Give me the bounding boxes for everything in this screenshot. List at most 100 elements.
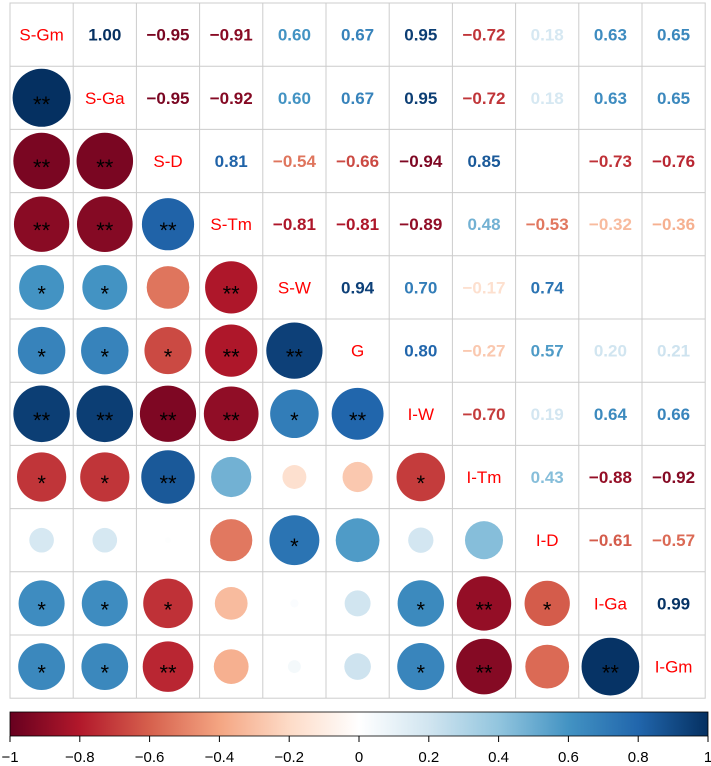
- correlation-value-label: 0.67: [341, 89, 374, 108]
- correlation-value-label: 0.20: [594, 342, 627, 361]
- correlation-circle: [211, 456, 252, 498]
- correlation-circle: [524, 580, 570, 627]
- correlation-circle: [210, 519, 253, 562]
- correlation-circle: [76, 196, 133, 253]
- correlation-value-label: −0.81: [336, 215, 379, 234]
- variable-label: G: [351, 342, 364, 361]
- correlation-circle: [80, 452, 130, 502]
- variable-label: I-W: [408, 405, 434, 424]
- correlation-circle: [17, 326, 66, 375]
- correlation-value-label: 0.94: [341, 278, 375, 297]
- correlation-circle: [456, 638, 512, 695]
- significance-mark: **: [33, 408, 51, 433]
- correlation-value-label: 0.81: [215, 152, 248, 171]
- correlation-value-label: −0.95: [146, 26, 189, 45]
- correlation-value-label: −0.89: [399, 215, 442, 234]
- correlation-circle: [396, 452, 446, 502]
- correlation-value-label: 0.66: [657, 405, 690, 424]
- correlation-circle: [525, 644, 570, 689]
- correlation-value-label: 0.95: [404, 89, 437, 108]
- significance-mark: *: [37, 281, 46, 306]
- significance-mark: **: [159, 408, 177, 433]
- correlation-circle: [335, 518, 380, 563]
- colorbar-gradient: [9, 711, 709, 737]
- correlation-circle: [82, 264, 128, 310]
- correlation-circle: [287, 660, 301, 674]
- colorbar: −1 −0.8 −0.6 −0.4 −0.2 0 0.2 0.4 0.6 0.8 1: [1, 711, 711, 766]
- significance-mark: **: [223, 408, 241, 433]
- significance-mark: **: [33, 155, 51, 180]
- correlation-circle: [141, 198, 195, 251]
- significance-mark: **: [96, 218, 114, 243]
- correlation-value-label: 0.18: [531, 89, 564, 108]
- correlation-circle: [213, 649, 249, 684]
- correlation-circle: [205, 261, 258, 314]
- correlation-circle: [146, 266, 190, 309]
- correlation-circle: [205, 324, 258, 377]
- correlation-value-label: 0.74: [531, 278, 565, 297]
- correlation-circle: [19, 264, 65, 310]
- matrix-cells: S-Gm 1.00 −0.95 −0.91 0.60 0.67 0.95 −0.72 0.18 0…: [12, 26, 695, 696]
- colorbar-tick-label: 0.4: [488, 749, 509, 766]
- significance-mark: *: [37, 661, 46, 686]
- correlation-circle: [290, 599, 299, 608]
- correlation-value-label: 0.21: [657, 342, 690, 361]
- correlation-circle: [18, 643, 65, 690]
- significance-mark: **: [223, 345, 241, 370]
- variable-label: S-Tm: [210, 215, 252, 234]
- correlation-circle: [456, 576, 512, 631]
- correlation-circle: [143, 578, 193, 629]
- correlation-circle: [29, 527, 54, 553]
- correlation-circle: [76, 385, 134, 443]
- correlation-circle: [13, 196, 70, 252]
- colorbar-tick-label: −0.4: [205, 749, 235, 766]
- variable-label: I-Tm: [467, 468, 502, 487]
- correlation-value-label: 0.80: [404, 342, 437, 361]
- correlation-value-label: 0.57: [531, 342, 564, 361]
- correlation-value-label: 0.67: [341, 26, 374, 45]
- correlation-circle: [16, 452, 67, 502]
- correlation-value-label: 0.99: [657, 594, 690, 613]
- correlation-value-label: −0.91: [210, 26, 253, 45]
- significance-mark: *: [101, 597, 110, 622]
- correlation-circle: [139, 385, 197, 442]
- significance-mark: **: [33, 92, 51, 117]
- significance-mark: *: [101, 345, 110, 370]
- significance-mark: **: [159, 471, 177, 496]
- correlation-circle: [344, 653, 371, 680]
- correlation-value-label: −0.94: [399, 152, 443, 171]
- significance-mark: **: [33, 218, 51, 243]
- correlation-circle: [142, 641, 194, 692]
- correlation-value-label: −0.92: [210, 89, 253, 108]
- correlation-value-label: −0.72: [462, 89, 505, 108]
- correlation-circle: [13, 385, 70, 443]
- significance-mark: **: [475, 597, 493, 622]
- significance-mark: *: [101, 281, 110, 306]
- significance-mark: **: [223, 281, 241, 306]
- correlation-value-label: −0.73: [589, 152, 632, 171]
- correlation-circle: [203, 386, 259, 442]
- correlation-value-label: 0.65: [657, 26, 690, 45]
- colorbar-tick-label: −0.2: [274, 749, 304, 766]
- correlation-value-label: 0.19: [531, 405, 564, 424]
- correlation-value-label: −0.70: [462, 405, 505, 424]
- correlation-value-label: −0.72: [462, 26, 505, 45]
- correlation-circle: [18, 580, 65, 627]
- correlation-value-label: 0.85: [467, 152, 500, 171]
- correlation-value-label: 0.63: [594, 26, 627, 45]
- significance-mark: *: [37, 345, 46, 370]
- significance-mark: *: [417, 471, 426, 496]
- variable-label: S-D: [153, 152, 182, 171]
- correlation-circle: [397, 643, 445, 691]
- correlation-value-label: −0.36: [652, 215, 695, 234]
- correlation-circle: [144, 327, 192, 375]
- correlation-circle: [266, 322, 323, 379]
- correlation-value-label: −0.81: [273, 215, 316, 234]
- colorbar-tick-label: −0.6: [135, 749, 165, 766]
- significance-mark: *: [290, 408, 299, 433]
- significance-mark: *: [37, 597, 46, 622]
- correlation-value-label: 0.60: [278, 26, 311, 45]
- correlation-circle: [214, 587, 248, 620]
- significance-mark: *: [164, 345, 173, 370]
